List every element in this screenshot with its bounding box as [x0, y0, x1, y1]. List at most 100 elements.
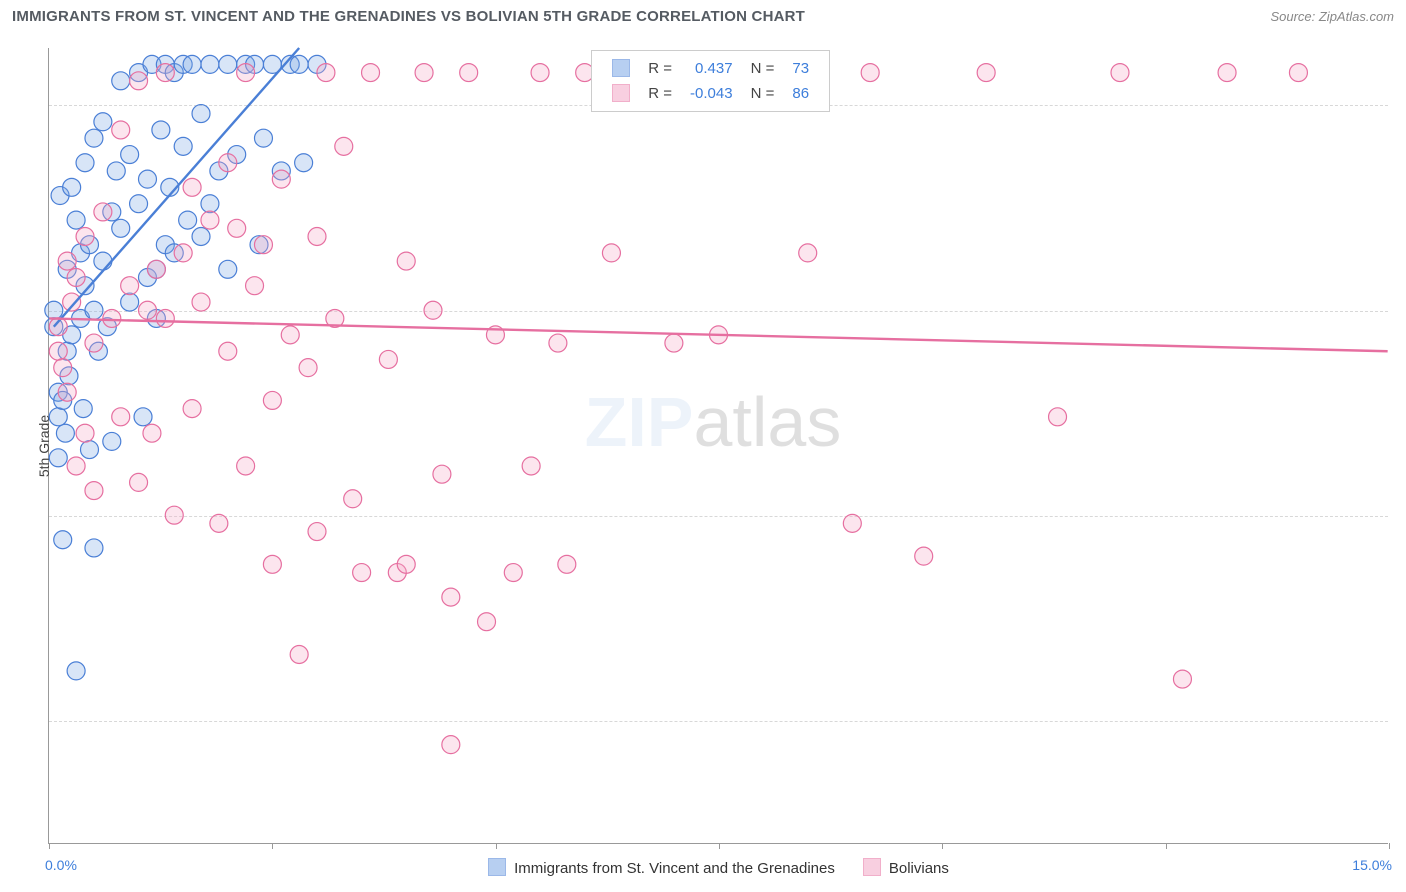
data-point [1218, 64, 1236, 82]
data-point [1289, 64, 1307, 82]
x-axis-legend: Immigrants from St. Vincent and the Gren… [49, 858, 1388, 877]
data-point [263, 555, 281, 573]
data-point [1111, 64, 1129, 82]
data-point [183, 55, 201, 73]
data-point [54, 359, 72, 377]
data-point [290, 646, 308, 664]
x-legend-label: Immigrants from St. Vincent and the Gren… [514, 860, 835, 877]
data-point [799, 244, 817, 262]
data-point [56, 424, 74, 442]
data-point [67, 662, 85, 680]
trendline [49, 318, 1387, 351]
data-point [58, 383, 76, 401]
data-point [67, 268, 85, 286]
data-point [85, 129, 103, 147]
legend-r-label: R = [640, 82, 680, 105]
data-point [112, 72, 130, 90]
data-point [63, 178, 81, 196]
data-point [335, 137, 353, 155]
data-point [1049, 408, 1067, 426]
data-point [210, 514, 228, 532]
scatter-svg [49, 48, 1388, 843]
data-point [103, 432, 121, 450]
data-point [308, 523, 326, 541]
data-point [263, 391, 281, 409]
legend-n-value: 86 [784, 82, 817, 105]
data-point [460, 64, 478, 82]
x-legend-item: Immigrants from St. Vincent and the Gren… [488, 858, 835, 877]
data-point [424, 301, 442, 319]
data-point [49, 342, 67, 360]
data-point [219, 260, 237, 278]
data-point [379, 350, 397, 368]
data-point [549, 334, 567, 352]
data-point [183, 178, 201, 196]
y-tick-label: 92.5% [1394, 713, 1406, 729]
x-tick [496, 843, 497, 849]
x-tick [1166, 843, 1167, 849]
data-point [179, 211, 197, 229]
legend-n-label: N = [743, 57, 783, 80]
data-point [353, 564, 371, 582]
data-point [112, 219, 130, 237]
data-point [63, 293, 81, 311]
data-point [58, 252, 76, 270]
legend-row: R =0.437N =73 [604, 57, 817, 80]
data-point [665, 334, 683, 352]
data-point [76, 424, 94, 442]
data-point [397, 555, 415, 573]
data-point [246, 277, 264, 295]
data-point [192, 293, 210, 311]
data-point [134, 408, 152, 426]
data-point [1173, 670, 1191, 688]
data-point [130, 195, 148, 213]
data-point [192, 105, 210, 123]
data-point [442, 588, 460, 606]
legend-swatch [612, 59, 630, 77]
data-point [174, 244, 192, 262]
data-point [85, 482, 103, 500]
data-point [183, 400, 201, 418]
data-point [112, 408, 130, 426]
data-point [415, 64, 433, 82]
data-point [121, 277, 139, 295]
legend-row: R =-0.043N =86 [604, 82, 817, 105]
data-point [81, 441, 99, 459]
data-point [174, 137, 192, 155]
legend-r-value: 0.437 [682, 57, 741, 80]
data-point [219, 154, 237, 172]
data-point [201, 55, 219, 73]
data-point [121, 293, 139, 311]
data-point [531, 64, 549, 82]
data-point [45, 301, 63, 319]
data-point [94, 113, 112, 131]
data-point [67, 457, 85, 475]
data-point [504, 564, 522, 582]
data-point [478, 613, 496, 631]
data-point [165, 506, 183, 524]
legend-n-label: N = [743, 82, 783, 105]
data-point [295, 154, 313, 172]
source-attribution: Source: ZipAtlas.com [1270, 9, 1394, 24]
data-point [237, 64, 255, 82]
data-point [67, 211, 85, 229]
legend-n-value: 73 [784, 57, 817, 80]
data-point [74, 400, 92, 418]
data-point [76, 154, 94, 172]
data-point [49, 449, 67, 467]
data-point [147, 260, 165, 278]
data-point [112, 121, 130, 139]
x-legend-item: Bolivians [863, 858, 949, 877]
data-point [254, 129, 272, 147]
data-point [843, 514, 861, 532]
data-point [915, 547, 933, 565]
data-point [522, 457, 540, 475]
data-point [977, 64, 995, 82]
data-point [344, 490, 362, 508]
legend-swatch [863, 858, 881, 876]
data-point [201, 195, 219, 213]
y-tick-label: 97.5% [1394, 303, 1406, 319]
data-point [397, 252, 415, 270]
legend-r-value: -0.043 [682, 82, 741, 105]
data-point [143, 424, 161, 442]
